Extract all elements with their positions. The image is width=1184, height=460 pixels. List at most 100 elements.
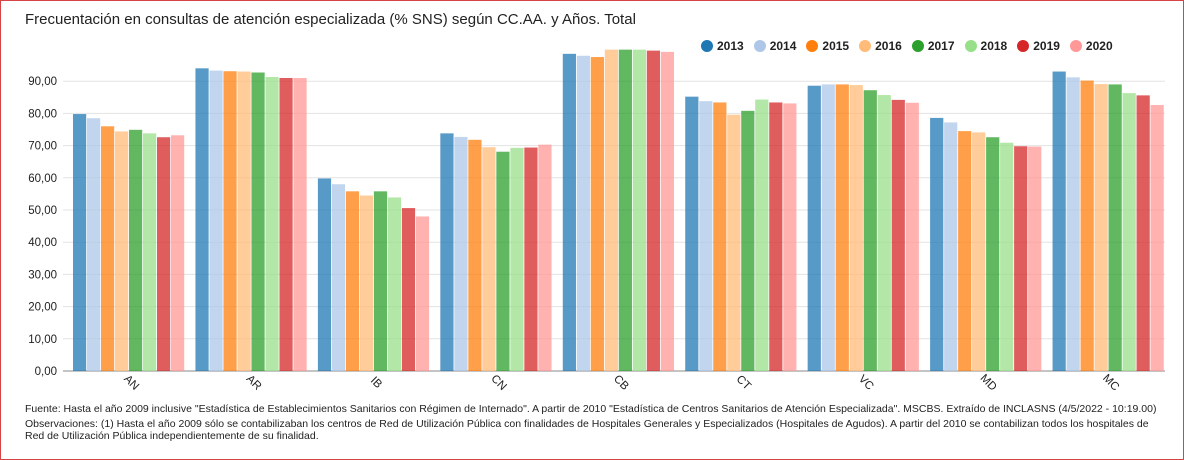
bar — [590, 57, 604, 372]
x-tick-label: VC — [856, 373, 876, 393]
bar — [562, 53, 576, 372]
bar — [87, 118, 101, 371]
x-tick-label: CN — [488, 373, 508, 393]
bar — [727, 114, 741, 372]
bar — [972, 132, 986, 371]
legend-swatch-icon — [964, 40, 977, 52]
bar — [1028, 146, 1042, 371]
observations-note: Observaciones: (1) Hasta el año 2009 sól… — [25, 418, 1149, 442]
bar-chart: 0,00 10,00 20,00 30,00 40,00 50,00 60,00 70,00 8… — [28, 49, 1165, 393]
bar — [454, 136, 468, 371]
bar — [251, 72, 265, 372]
legend-label: 2019 — [1033, 39, 1060, 53]
bar — [741, 110, 755, 371]
y-tick-label: 50,00 — [28, 205, 57, 217]
x-tick-label: MC — [1100, 372, 1121, 393]
bar — [279, 77, 293, 371]
chart-title: Frecuentación en consultas de atención e… — [25, 11, 636, 28]
bar — [524, 147, 538, 371]
bar — [468, 139, 482, 371]
bar — [905, 102, 919, 372]
legend-label: 2013 — [717, 39, 744, 53]
y-tick-label: 80,00 — [28, 108, 57, 120]
chart-footer: Fuente: Hasta el año 2009 inclusive "Est… — [25, 403, 1165, 445]
bar — [783, 103, 797, 371]
bar — [143, 133, 157, 371]
bar — [632, 49, 646, 371]
bar — [373, 191, 388, 371]
bar — [604, 49, 618, 371]
bar — [769, 102, 783, 372]
legend-item[interactable]: 2013 — [701, 39, 744, 53]
bar — [849, 85, 863, 372]
bar — [576, 55, 590, 372]
bar — [1136, 95, 1150, 372]
bar — [1150, 105, 1164, 371]
bar — [891, 99, 905, 371]
y-tick-label: 30,00 — [28, 269, 57, 281]
legend-swatch-icon — [753, 40, 766, 52]
bar — [755, 99, 769, 371]
legend-item[interactable]: 2018 — [964, 39, 1007, 53]
y-tick-label: 10,00 — [28, 334, 57, 346]
x-tick-label: AR — [244, 373, 264, 393]
bar — [1052, 71, 1066, 371]
bar — [930, 117, 944, 372]
bar — [877, 95, 891, 372]
bar — [387, 197, 402, 371]
x-tick-label: IB — [368, 375, 384, 391]
bar — [1000, 142, 1014, 371]
bar — [807, 85, 821, 371]
legend-item[interactable]: 2014 — [753, 39, 797, 53]
bar — [115, 131, 129, 371]
legend-item[interactable]: 2016 — [859, 39, 902, 53]
y-tick-label: 70,00 — [28, 141, 57, 153]
bar — [171, 135, 185, 371]
legend-label: 2016 — [875, 39, 902, 53]
legend-item[interactable]: 2017 — [911, 39, 955, 53]
bar — [265, 77, 279, 371]
bar — [101, 126, 115, 371]
bar — [293, 77, 307, 371]
bar — [237, 71, 251, 371]
bar — [618, 49, 632, 371]
bar — [646, 50, 660, 372]
y-tick-label: 40,00 — [28, 237, 57, 249]
legend-swatch-icon — [911, 40, 924, 52]
bar — [331, 184, 346, 371]
bar — [195, 68, 209, 371]
legend-swatch-icon — [1069, 40, 1082, 52]
bar — [482, 147, 496, 371]
legend-item[interactable]: 2020 — [1069, 39, 1113, 53]
bar — [835, 84, 849, 372]
bar — [415, 216, 430, 371]
bar — [359, 195, 374, 371]
bar — [496, 151, 510, 371]
x-tick-label: MD — [978, 372, 999, 393]
y-tick-label: 20,00 — [28, 302, 57, 314]
y-tick-label: 60,00 — [28, 173, 57, 185]
legend-label: 2014 — [769, 39, 797, 53]
chart-legend: 2013 2014 2015 2016 2017 2018 2019 2020 — [701, 37, 1123, 55]
bar — [317, 178, 332, 371]
x-tick-label: AN — [121, 373, 141, 393]
x-tick-label: CB — [611, 373, 631, 393]
legend-item[interactable]: 2015 — [806, 39, 849, 53]
bar — [1108, 84, 1122, 372]
legend-label: 2015 — [822, 39, 850, 53]
legend-item[interactable]: 2019 — [1017, 39, 1060, 53]
y-tick-label: 90,00 — [28, 76, 57, 88]
bar — [440, 133, 454, 371]
bar — [699, 101, 713, 371]
x-tick-label: CT — [734, 373, 753, 392]
bar — [685, 96, 699, 371]
bar — [1066, 77, 1080, 371]
bar — [73, 114, 87, 371]
bar — [958, 131, 972, 371]
legend-label: 2017 — [927, 39, 955, 53]
bar — [713, 102, 727, 372]
legend-swatch-icon — [806, 40, 819, 52]
bar — [1014, 146, 1028, 371]
bar — [863, 90, 877, 371]
